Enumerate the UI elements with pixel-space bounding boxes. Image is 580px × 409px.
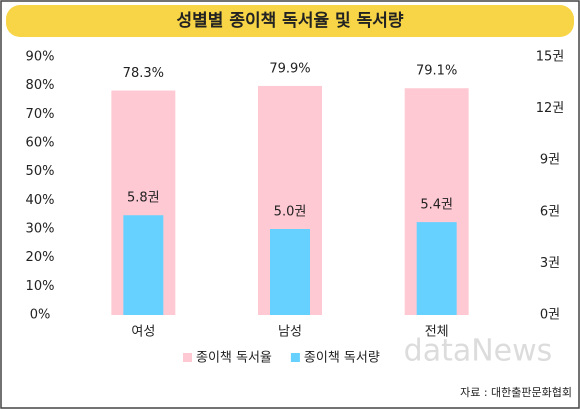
y2-tick-label: 15권 (536, 50, 565, 65)
bar (123, 215, 164, 315)
y2-tick-label: 9권 (540, 153, 560, 168)
value-label: 5.0권 (274, 205, 307, 220)
y2-tick-label: 6권 (540, 204, 560, 219)
bar (416, 222, 457, 315)
value-label: 79.1% (416, 64, 457, 79)
x-tick-label: 여성 (131, 325, 155, 340)
y-tick-label: 30% (26, 222, 55, 237)
y-tick-label: 20% (26, 250, 55, 265)
legend-label: 종이책 독서율 (196, 351, 272, 366)
title-banner (6, 5, 574, 37)
legend-label: 종이책 독서량 (304, 351, 380, 366)
y2-tick-label: 0권 (540, 308, 560, 323)
value-label: 5.8권 (127, 191, 160, 206)
y-tick-label: 50% (26, 164, 55, 179)
x-tick-label: 전체 (425, 325, 449, 340)
value-label: 5.4권 (420, 198, 453, 213)
y-tick-label: 60% (26, 136, 55, 151)
y-tick-label: 40% (26, 193, 55, 208)
y-tick-label: 80% (26, 78, 55, 93)
y-tick-label: 0% (30, 308, 51, 323)
legend-swatch (290, 353, 300, 362)
value-label: 78.3% (123, 66, 164, 81)
source: 자료 : 대한출판문화협회 (460, 386, 572, 399)
x-tick-label: 남성 (278, 325, 302, 340)
watermark: dataNews (404, 334, 553, 369)
y-tick-label: 70% (26, 107, 55, 122)
y-tick-label: 90% (26, 50, 55, 65)
legend-swatch (183, 353, 192, 362)
y-tick-label: 10% (26, 279, 55, 294)
value-label: 79.9% (269, 61, 310, 76)
y2-tick-label: 3권 (540, 256, 560, 271)
y2-tick-label: 12권 (536, 101, 565, 116)
bar (270, 229, 310, 315)
chart-title: 성별별 종이책 독서율 및 독서량 (177, 11, 404, 31)
